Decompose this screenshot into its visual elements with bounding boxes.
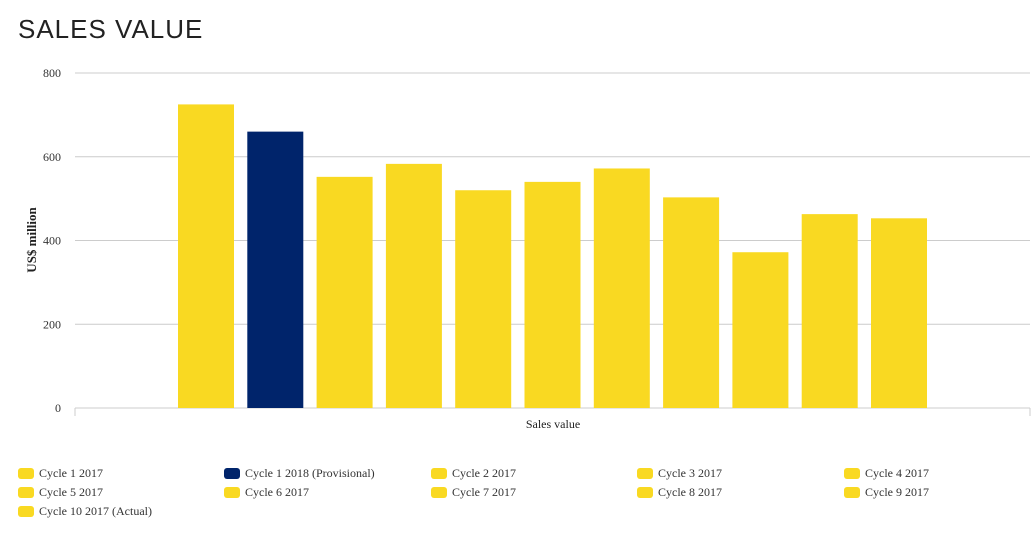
y-tick-label: 200 (43, 317, 61, 331)
y-tick-label: 600 (43, 150, 61, 164)
page-title: SALES VALUE (18, 14, 204, 44)
legend-item[interactable]: Cycle 7 2017 (431, 484, 637, 500)
legend-item[interactable]: Cycle 6 2017 (224, 484, 431, 500)
legend-item[interactable]: Cycle 1 2017 (18, 465, 224, 481)
legend-swatch (431, 486, 447, 498)
legend-swatch (224, 467, 240, 479)
legend-swatch (18, 467, 34, 479)
legend-label: Cycle 10 2017 (Actual) (39, 503, 152, 518)
bar-4[interactable] (385, 163, 442, 408)
legend: Cycle 1 2017 Cycle 1 2018 (Provisional) Cy… (18, 465, 1028, 519)
legend-label: Cycle 5 2017 (39, 484, 103, 499)
legend-swatch (224, 486, 240, 498)
bar-6[interactable] (524, 181, 581, 408)
legend-item[interactable]: Cycle 9 2017 (844, 484, 1024, 500)
bar-10[interactable] (801, 214, 858, 408)
legend-label: Cycle 6 2017 (245, 484, 309, 499)
legend-item[interactable]: Cycle 4 2017 (844, 465, 1024, 481)
legend-label: Cycle 1 2018 (Provisional) (245, 465, 375, 480)
legend-label: Cycle 2 2017 (452, 465, 516, 480)
legend-swatch (18, 505, 34, 517)
bar-11[interactable] (871, 218, 927, 408)
legend-swatch (18, 486, 34, 498)
bar-2[interactable] (247, 131, 304, 408)
bar-9[interactable] (732, 252, 789, 408)
legend-item[interactable]: Cycle 3 2017 (637, 465, 844, 481)
bar-8[interactable] (663, 197, 720, 408)
legend-swatch (637, 486, 653, 498)
bars (178, 104, 927, 408)
legend-item[interactable]: Cycle 2 2017 (431, 465, 637, 481)
y-axis-label: US$ million (24, 207, 39, 273)
legend-label: Cycle 1 2017 (39, 465, 103, 480)
bar-5[interactable] (455, 190, 512, 408)
y-axis-ticks: 0 200 400 600 800 (43, 66, 61, 415)
legend-swatch (637, 467, 653, 479)
y-tick-label: 800 (43, 66, 61, 80)
bar-1[interactable] (178, 104, 234, 408)
bar-chart: 0 200 400 600 800 US$ million Sales value (24, 66, 1031, 431)
x-axis-label: Sales value (526, 417, 580, 431)
legend-label: Cycle 3 2017 (658, 465, 722, 480)
y-tick-label: 400 (43, 234, 61, 248)
legend-item[interactable]: Cycle 10 2017 (Actual) (18, 503, 224, 519)
legend-label: Cycle 9 2017 (865, 484, 929, 499)
legend-label: Cycle 4 2017 (865, 465, 929, 480)
legend-item[interactable]: Cycle 5 2017 (18, 484, 224, 500)
legend-item[interactable]: Cycle 8 2017 (637, 484, 844, 500)
legend-label: Cycle 7 2017 (452, 484, 516, 499)
legend-item[interactable]: Cycle 1 2018 (Provisional) (224, 465, 431, 481)
y-tick-label: 0 (55, 401, 61, 415)
legend-swatch (844, 467, 860, 479)
legend-swatch (431, 467, 447, 479)
bar-3[interactable] (316, 176, 373, 408)
legend-label: Cycle 8 2017 (658, 484, 722, 499)
legend-swatch (844, 486, 860, 498)
bar-7[interactable] (593, 168, 650, 408)
